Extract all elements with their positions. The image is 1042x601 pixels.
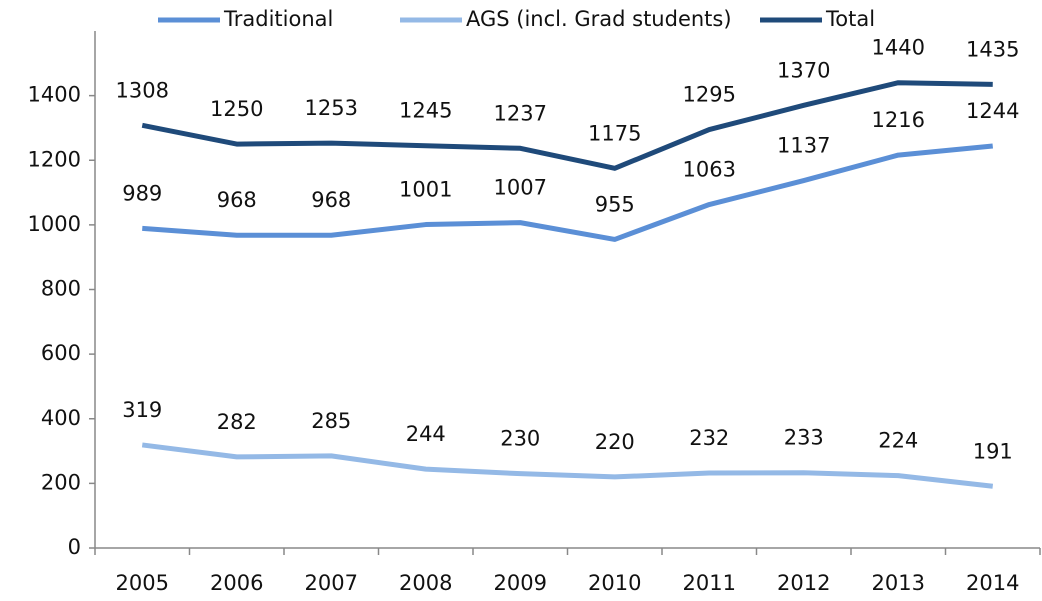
y-tick-label: 800 (41, 277, 81, 301)
y-tick-label: 1200 (28, 147, 81, 171)
x-tick-label: 2005 (116, 571, 169, 595)
data-label: 1001 (399, 178, 452, 202)
data-label: 282 (217, 410, 257, 434)
y-tick-label: 600 (41, 341, 81, 365)
x-tick-label: 2012 (777, 571, 830, 595)
data-label: 244 (406, 422, 446, 446)
data-label: 1063 (683, 158, 736, 182)
data-label: 955 (595, 192, 635, 216)
x-tick-label: 2008 (399, 571, 452, 595)
data-label: 1007 (494, 176, 547, 200)
x-tick-label: 2010 (588, 571, 641, 595)
y-tick-label: 1400 (28, 83, 81, 107)
data-label: 1216 (872, 108, 925, 132)
x-tick-label: 2011 (683, 571, 736, 595)
data-label: 1137 (777, 134, 830, 158)
data-label: 1370 (777, 58, 830, 82)
data-label: 1250 (210, 97, 263, 121)
data-label: 1435 (966, 37, 1019, 61)
data-label: 285 (311, 409, 351, 433)
data-label: 1295 (683, 83, 736, 107)
series-line (141, 442, 994, 489)
data-label: 232 (689, 426, 729, 450)
legend-label: Traditional (223, 7, 333, 31)
legend-label: Total (825, 7, 875, 31)
x-tick-label: 2006 (210, 571, 263, 595)
x-tick-label: 2009 (494, 571, 547, 595)
data-label: 220 (595, 430, 635, 454)
data-label: 233 (784, 426, 824, 450)
x-tick-label: 2007 (305, 571, 358, 595)
data-label: 1253 (305, 96, 358, 120)
x-tick-label: 2014 (966, 571, 1019, 595)
y-tick-label: 400 (41, 406, 81, 430)
series-line (142, 143, 993, 242)
data-label: 319 (122, 398, 162, 422)
data-label: 1308 (116, 78, 169, 102)
legend-label: AGS (incl. Grad students) (466, 7, 732, 31)
data-label: 989 (122, 181, 162, 205)
data-label: 1245 (399, 99, 452, 123)
x-tick-label: 2013 (872, 571, 925, 595)
data-label: 968 (217, 188, 257, 212)
series-line (141, 80, 993, 171)
data-label: 968 (311, 188, 351, 212)
data-label: 1237 (494, 101, 547, 125)
y-tick-label: 0 (68, 535, 81, 559)
y-tick-label: 1000 (28, 212, 81, 236)
data-label: 1175 (588, 121, 641, 145)
data-label: 191 (973, 439, 1013, 463)
data-label: 1440 (872, 36, 925, 60)
y-tick-label: 200 (41, 470, 81, 494)
data-label: 224 (878, 429, 918, 453)
data-label: 1244 (966, 99, 1019, 123)
data-label: 230 (500, 427, 540, 451)
